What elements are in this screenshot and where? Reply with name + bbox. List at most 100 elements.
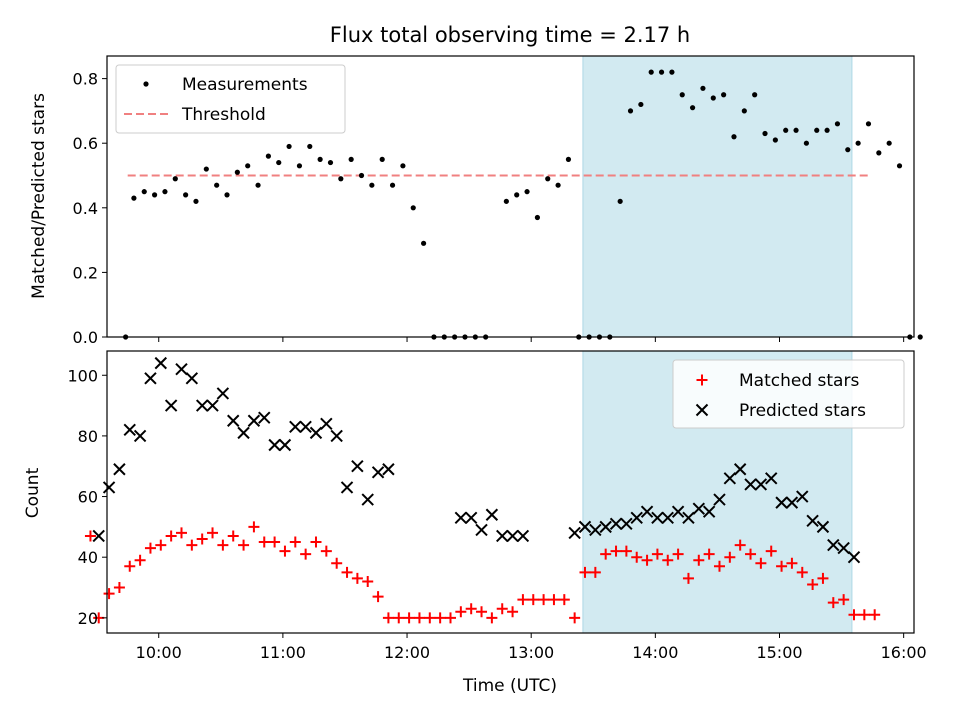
predicted-star-point [309,426,323,440]
matched-star-point [589,566,601,578]
matched-star-point [289,536,301,548]
measurement-point [617,198,623,204]
measurement-point [741,108,747,114]
predicted-star-point [164,399,178,412]
matched-star-point [320,545,332,557]
measurement-point [203,166,209,172]
bottom-chart-legend: Matched stars Predicted stars [672,359,905,429]
matched-star-point [413,612,425,624]
measurement-point [710,95,716,101]
predicted-star-point [361,493,374,506]
matched-star-point [641,554,653,566]
matched-star-point [786,557,798,569]
matched-star-point [310,536,322,548]
bottom-chart-panel: 20 40 60 80 100 10:00 11:00 12:00 13:00 14:00 15:0… [67,350,927,662]
predicted-star-point [371,466,385,479]
matched-star-point [486,612,498,624]
measurement-point [855,140,861,146]
matched-star-point [651,548,663,560]
top-legend-box [115,64,346,134]
matched-star-point [134,554,146,566]
measurement-point [845,147,851,153]
bottom-chart-ylabel: Count [23,467,43,518]
measurement-point [700,85,706,91]
predicted-star-point [640,505,654,518]
predicted-star-point [133,429,147,443]
measurement-point [224,192,230,198]
matched-star-point [745,548,757,560]
matched-star-point [848,609,860,621]
bottom-chart-xtick-label: 15:00 [756,643,802,662]
bottom-chart-xtick-label: 11:00 [260,643,306,662]
measurement-point [420,240,427,246]
matched-star-point [496,603,508,615]
legend-matched-label: Matched stars [739,371,859,391]
measurement-point [245,163,251,169]
predicted-star-point [454,511,468,524]
predicted-star-point [278,438,292,452]
matched-star-point [300,548,312,560]
measurement-point [752,92,758,98]
predicted-star-point [92,529,105,543]
matched-star-point [258,536,270,548]
predicted-star-point [785,496,799,509]
matched-star-point [196,533,208,545]
predicted-star-point [599,520,612,534]
measurement-point [296,163,303,169]
matched-star-point [165,530,177,542]
matched-star-point [838,594,850,606]
measurement-point [379,156,385,162]
predicted-star-point [227,414,240,427]
matched-star-point [455,606,467,618]
predicted-star-point [723,472,737,485]
measurement-point [327,159,334,166]
matched-star-point [517,594,529,606]
measurement-point [565,156,572,162]
predicted-star-point [289,420,302,434]
bottom-chart-ytick-label: 100 [67,366,98,385]
matched-star-point [476,606,488,618]
legend-predicted-marker [695,403,709,417]
matched-star-point [558,594,570,606]
matched-star-point [579,566,591,578]
top-chart-panel: 0.0 0.2 0.4 0.6 0.8 Measurements Threshold [73,55,923,347]
matched-star-point [693,554,705,566]
matched-star-point [682,572,694,584]
measurement-point [265,153,271,159]
predicted-star-point [713,493,726,506]
top-chart-ytick-label: 0.4 [73,199,98,218]
measurement-point [172,176,178,182]
predicted-star-point [102,481,116,494]
measurement-point [545,176,551,182]
bottom-chart-ytick-label: 80 [78,427,98,446]
bottom-chart-xtick-label: 16:00 [881,643,927,662]
top-chart-highlight-span [582,55,853,338]
matched-star-point [351,572,363,584]
predicted-star-point [702,505,716,518]
measurement-point [389,182,396,188]
predicted-star-point [847,550,861,564]
measurement-point [638,101,644,108]
predicted-star-point [195,399,209,412]
matched-star-point [724,551,736,563]
measurement-point [151,192,158,198]
measurement-point [793,127,799,133]
predicted-star-point [496,529,509,543]
bottom-legend-box [672,359,905,429]
measurement-point [358,172,365,179]
matched-star-point [796,566,808,578]
measurement-point [834,121,841,127]
measurement-point [814,127,820,133]
predicted-star-point [206,399,219,412]
matched-star-point [84,530,96,542]
measurement-point [865,121,872,127]
matched-star-point [662,554,674,566]
predicted-star-point [113,463,126,476]
predicted-star-point [464,511,478,524]
measurement-point [307,143,313,150]
matched-star-point [527,594,539,606]
predicted-star-point [351,460,364,473]
measurement-point [369,182,375,188]
measurement-point [731,134,737,140]
predicted-star-point [268,438,281,452]
